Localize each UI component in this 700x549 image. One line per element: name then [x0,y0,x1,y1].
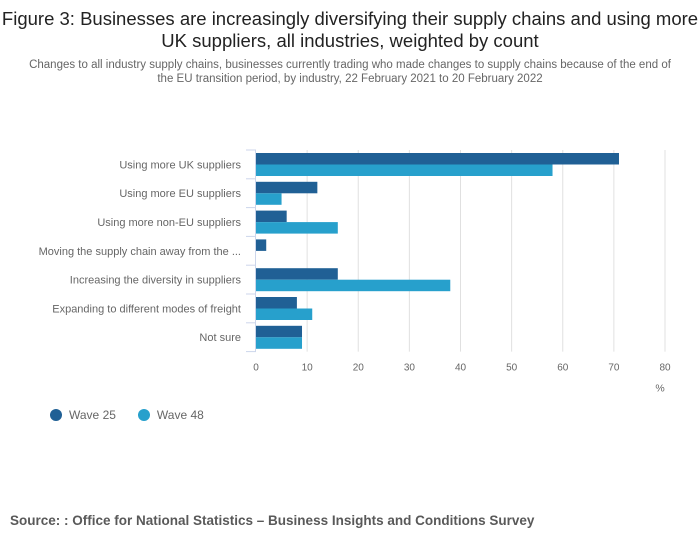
category-label: Using more non-EU suppliers [97,217,241,229]
category-label: Using more UK suppliers [119,159,241,171]
bar-wave-25 [256,210,287,223]
bar-wave-25 [256,239,267,251]
x-tick-label: 70 [608,363,620,374]
legend: Wave 25 Wave 48 [50,408,226,422]
category-label: Expanding to different modes of freight [52,303,241,315]
x-tick-label: 50 [506,363,518,374]
bar-wave-25 [256,153,619,165]
bar-wave-48 [256,279,451,292]
bar-wave-25 [256,297,297,309]
legend-marker-wave-48 [137,409,150,421]
x-tick-label: 80 [659,363,671,374]
x-tick-label: 20 [353,363,365,374]
x-tick-label: 60 [557,363,569,374]
x-tick-label: 30 [404,363,416,374]
chart-title: Figure 3: Businesses are increasingly di… [1,8,699,51]
category-label: Increasing the diversity in suppliers [70,275,242,287]
legend-label: Wave 48 [156,408,204,422]
bar-chart: Using more UK suppliers Using more EU sup… [39,149,671,395]
chart-subtitle: Changes to all industry supply chains, b… [29,59,671,85]
bar-wave-48 [256,337,303,349]
bar-wave-48 [256,164,553,176]
bar-wave-25 [256,181,318,194]
x-tick-label: 10 [302,363,314,374]
source-note: Source: : Office for National Statistics… [10,513,535,528]
x-axis-label: % [655,383,664,395]
category-label: Using more EU suppliers [119,188,241,200]
legend-label: Wave 25 [69,408,116,422]
x-tick-label: 0 [253,363,259,374]
x-tick-label: 40 [455,363,467,374]
legend-item-wave-48[interactable]: Wave 48 [137,408,204,422]
legend-marker-wave-25 [50,409,62,421]
bar-wave-25 [256,325,303,338]
legend-item-wave-25[interactable]: Wave 25 [50,408,116,422]
bar-wave-48 [256,222,338,234]
bar-wave-25 [256,268,338,280]
bar-wave-48 [256,193,282,205]
category-label: Moving the supply chain away from the ..… [39,246,241,258]
bar-wave-48 [256,308,313,320]
category-label: Not sure [199,332,241,344]
